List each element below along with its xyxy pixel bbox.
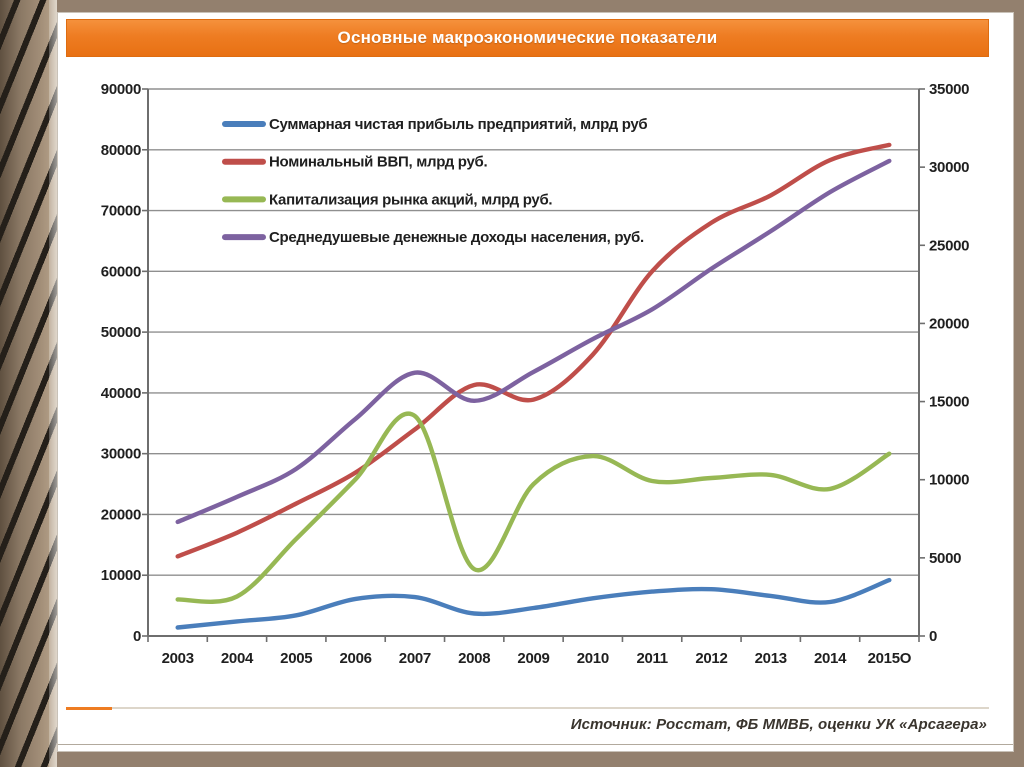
x-axis-label: 2010 xyxy=(577,650,609,667)
y-axis-right-label: 0 xyxy=(929,628,937,645)
x-axis-label: 2004 xyxy=(221,650,254,667)
slide-bottom-rule xyxy=(58,744,1013,745)
series-line-4 xyxy=(175,158,892,525)
series-line-1 xyxy=(175,577,892,630)
y-axis-left-label: 20000 xyxy=(101,506,141,523)
slide: Основные макроэкономические показатели 0… xyxy=(57,12,1014,752)
line-chart-canvas: 0100002000030000400005000060000700008000… xyxy=(101,81,970,667)
y-axis-right-label: 15000 xyxy=(929,394,969,411)
y-axis-left-label: 0 xyxy=(133,628,141,645)
legend-label: Капитализация рынка акций, млрд руб. xyxy=(269,191,552,208)
x-axis-label: 2003 xyxy=(162,650,194,667)
x-axis-label: 2006 xyxy=(339,650,371,667)
y-axis-right-label: 5000 xyxy=(929,550,961,567)
x-axis-label: 2007 xyxy=(399,650,431,667)
y-axis-right-label: 10000 xyxy=(929,472,969,489)
spiral-binding xyxy=(0,0,57,767)
y-axis-left-label: 60000 xyxy=(101,263,141,280)
y-axis-left-label: 30000 xyxy=(101,446,141,463)
y-axis-left-label: 80000 xyxy=(101,142,141,159)
series-line-3 xyxy=(175,411,892,604)
x-axis-label: 2013 xyxy=(755,650,787,667)
y-axis-left-label: 40000 xyxy=(101,385,141,402)
footer-divider-accent xyxy=(66,707,112,710)
macro-indicators-chart: 0 10000 20000 30000 40000 50000 60000 70000 8000… xyxy=(79,63,989,703)
y-axis-left-label: 10000 xyxy=(101,567,141,584)
x-axis-label: 2011 xyxy=(636,650,667,667)
y-axis-left-label: 70000 xyxy=(101,203,141,220)
slide-title: Основные макроэкономические показатели xyxy=(337,28,718,47)
x-axis-label: 2009 xyxy=(517,650,549,667)
x-axis-label: 2014 xyxy=(814,650,847,667)
footer-divider xyxy=(66,707,989,709)
slide-title-bar: Основные макроэкономические показатели xyxy=(66,19,989,57)
legend-label: Суммарная чистая прибыль предприятий, мл… xyxy=(269,116,647,133)
y-axis-right-label: 25000 xyxy=(929,237,969,254)
legend-label: Номинальный ВВП, млрд руб. xyxy=(269,154,487,171)
y-axis-right-label: 30000 xyxy=(929,159,969,176)
x-axis-label: 2008 xyxy=(458,650,490,667)
x-axis-label: 2012 xyxy=(695,650,727,667)
series-line-2 xyxy=(175,142,892,559)
y-axis-right-label: 35000 xyxy=(929,81,969,98)
x-axis-label: 2015О xyxy=(868,650,912,667)
legend-label: Среднедушевые денежные доходы населения,… xyxy=(269,229,644,246)
x-axis-label: 2005 xyxy=(280,650,312,667)
source-caption: Источник: Росстат, ФБ ММВБ, оценки УК «А… xyxy=(570,716,987,733)
y-axis-right-label: 20000 xyxy=(929,315,969,332)
spiral-binding-edge xyxy=(49,0,57,767)
y-axis-left-label: 90000 xyxy=(101,81,141,98)
y-axis-left-label: 50000 xyxy=(101,324,141,341)
